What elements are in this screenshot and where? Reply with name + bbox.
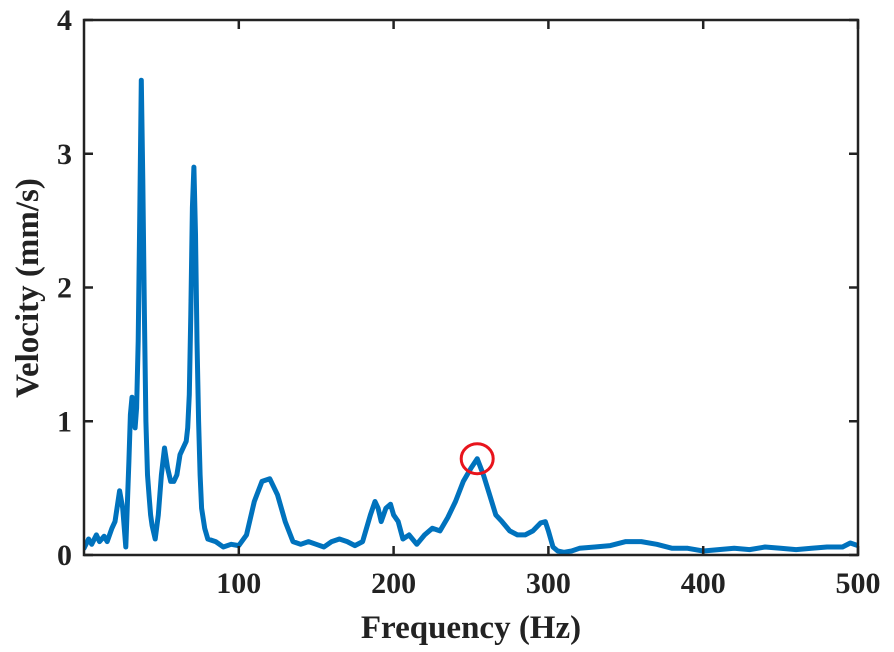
y-axis-label: Velocity (mm/s): [10, 178, 46, 398]
series-line-0: [84, 77, 858, 555]
y-tick-label-3: 3: [57, 138, 72, 171]
annotation-layer: [459, 442, 495, 476]
x-axis-label: Frequency (Hz): [361, 610, 581, 646]
x-tick-label-400: 400: [681, 567, 726, 600]
y-tick-label-0: 0: [57, 539, 72, 572]
y-tick-label-4: 4: [57, 4, 72, 37]
x-tick-label-500: 500: [836, 567, 881, 600]
y-tick-label-1: 1: [57, 405, 72, 438]
tick-label-layer: 100 200 300 400 500 0 1 2 3 4: [57, 4, 881, 600]
x-tick-label-200: 200: [371, 567, 416, 600]
highlight-circle-0: [459, 442, 495, 476]
x-tick-label-300: 300: [526, 567, 571, 600]
tick-layer: [84, 18, 860, 557]
y-tick-label-2: 2: [57, 272, 72, 305]
x-tick-label-100: 100: [216, 567, 261, 600]
series-layer: [84, 77, 858, 555]
